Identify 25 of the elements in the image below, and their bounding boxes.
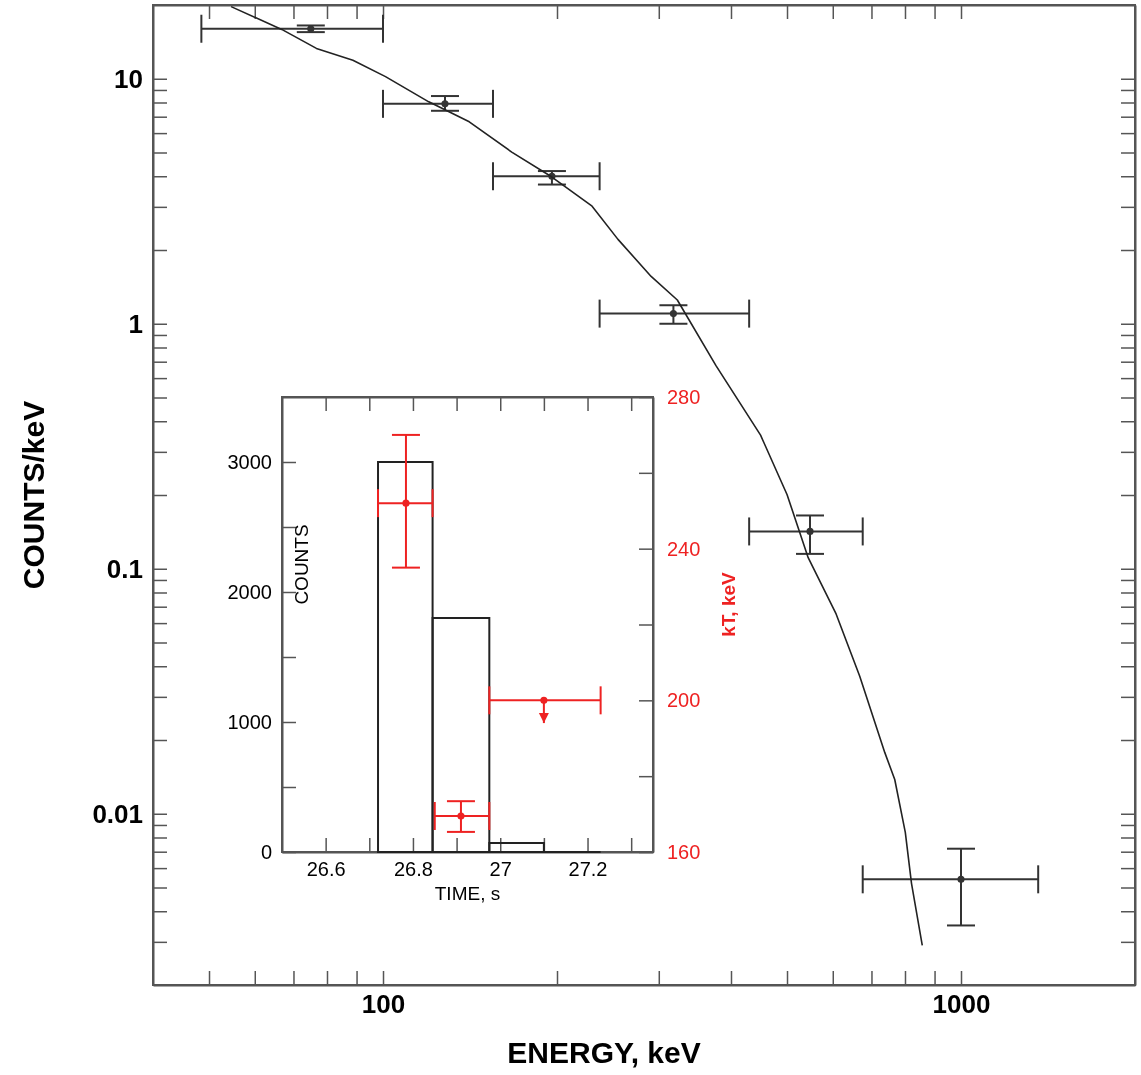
y-tick-label: 0 — [260, 840, 272, 863]
y-tick-label: 2000 — [227, 580, 272, 603]
x-tick-label: 26.8 — [393, 858, 433, 881]
y-tick-label: 1000 — [227, 710, 272, 733]
point — [402, 499, 410, 507]
y-axis-title: COUNTS/keV — [17, 400, 50, 590]
y-axis-title: COUNTS — [291, 524, 312, 605]
y-tick-label: 0.01 — [92, 798, 143, 829]
y2-tick-label: 280 — [667, 385, 701, 408]
y2-axis-title: kT, keV — [718, 571, 739, 637]
y2-tick-label: 240 — [667, 537, 701, 560]
x-tick-label: 100 — [361, 989, 406, 1020]
point — [540, 696, 548, 704]
y-tick-label: 3000 — [227, 450, 272, 473]
x-tick-label: 27 — [489, 858, 512, 881]
x-axis-title: ENERGY, keV — [507, 1036, 701, 1069]
point — [457, 812, 465, 820]
x-tick-label: 26.6 — [306, 858, 346, 881]
y2-tick-label: 160 — [667, 840, 701, 863]
y-tick-label: 1 — [128, 308, 143, 339]
y-tick-label: 10 — [114, 63, 143, 94]
x-axis-title: TIME, s — [434, 883, 501, 904]
y2-tick-label: 200 — [667, 689, 701, 712]
y-tick-label: 0.1 — [106, 553, 143, 584]
x-tick-label: 27.2 — [568, 858, 608, 881]
